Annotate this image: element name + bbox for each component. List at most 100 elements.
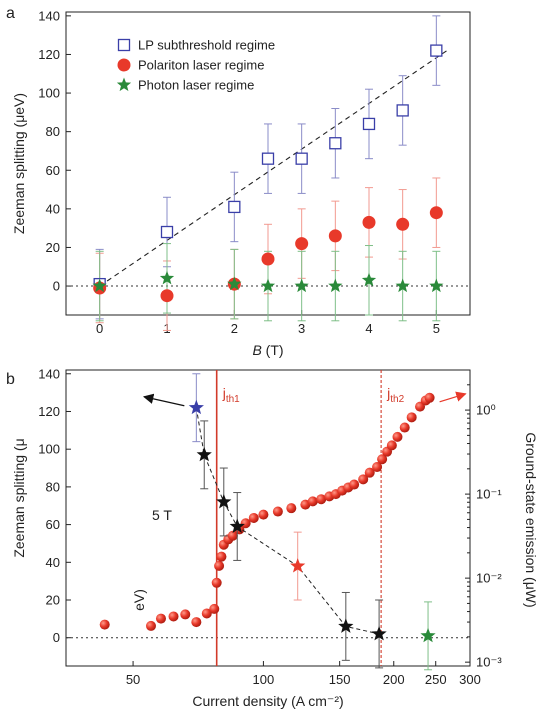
panel-a-ytick-label: 140 [38, 8, 60, 23]
panel-b-xlabel: Current density (A cm⁻²) [192, 693, 343, 709]
emission-point [424, 392, 435, 403]
emission-point [258, 509, 269, 520]
legend-marker [116, 77, 132, 92]
panel-a-ytick-label: 0 [53, 279, 60, 294]
panel-a-point-s0 [160, 225, 174, 239]
legend-marker [117, 58, 131, 72]
panel-a-fit-line [99, 48, 451, 287]
emission-point [248, 512, 259, 523]
zeeman-point [229, 518, 245, 533]
emission-point [316, 494, 327, 505]
jth1-label-sub: th1 [226, 394, 240, 405]
panel-a-ytick-label: 40 [46, 201, 60, 216]
panel-a-ytick-label: 80 [46, 124, 60, 139]
panel-b-xtick-label: 200 [383, 672, 405, 687]
panel-a-point-s0 [396, 104, 409, 117]
zeeman-point [371, 625, 387, 641]
panel-b-ytick-right-label: 10⁻² [476, 571, 502, 586]
panel-a-label: a [6, 5, 15, 22]
jth1-label: jth1 [222, 385, 240, 405]
emission-point [286, 503, 297, 514]
panel-b-xtick-label: 300 [459, 672, 481, 687]
panel-a-point-s1 [261, 252, 275, 266]
panel-b-ytick-left-label: 0 [53, 630, 60, 645]
panel-a-point-s0 [228, 200, 241, 214]
zeeman-point [338, 618, 354, 633]
emission-point [358, 474, 369, 485]
zeeman-point [420, 627, 436, 643]
panel-a-xlabel-unit: (T) [262, 342, 284, 358]
panel-a-point-s1 [396, 217, 410, 231]
jth2-label-main: j [386, 385, 390, 401]
panel-a-point-s0 [430, 44, 443, 57]
panel-b: b 50 100 150 200 250 300 0 20 40 60 80 100 120 140 10⁰… [6, 366, 539, 709]
arrow-left-axis [142, 393, 185, 407]
panel-b-field-annotation: 5 T [152, 507, 172, 523]
emission-point [399, 422, 410, 433]
panel-b-ytick-left-label: 60 [46, 517, 60, 532]
panel-a-ytick-label: 100 [38, 86, 60, 101]
emission-point [214, 560, 225, 571]
panel-b-axes: 50 100 150 200 250 300 0 20 40 60 80 100 120 140 10⁰ 10… [38, 366, 502, 687]
panel-a-marks [92, 15, 451, 331]
emission-point [216, 551, 227, 562]
emission-point [211, 577, 222, 588]
panel-a-point-s1 [295, 237, 309, 251]
emission-point [99, 619, 110, 630]
panel-a-point-s2 [294, 278, 309, 293]
panel-a-point-s2 [92, 278, 107, 293]
panel-a-point-s2 [227, 276, 242, 291]
panel-a-ytick-label: 120 [38, 47, 60, 62]
emission-point [272, 506, 283, 517]
emission-point [180, 609, 191, 620]
panel-b-frame [65, 369, 471, 667]
panel-a-ytick-label: 60 [46, 163, 60, 178]
arrow-right-axis [439, 391, 467, 403]
panel-b-ytick-right-label: 10⁻³ [476, 655, 502, 670]
panel-b-xtick-label: 100 [253, 672, 275, 687]
panel-b-xtick-label: 250 [425, 672, 447, 687]
panel-a-point-s0 [362, 117, 376, 131]
panel-a-point-s1 [328, 229, 342, 243]
panel-a-point-s0 [261, 152, 275, 165]
jth2-label: jth2 [386, 385, 404, 405]
panel-a-point-s2 [395, 278, 410, 293]
panel-a-point-s0 [329, 137, 342, 150]
zeeman-point [216, 493, 232, 509]
emission-point [191, 617, 202, 628]
panel-b-ytick-left-label: 80 [46, 479, 60, 494]
emission-point [209, 603, 220, 614]
panel-a-point-s2 [260, 278, 276, 293]
emission-point [168, 611, 179, 622]
panel-b-xtick-label: 150 [329, 672, 351, 687]
panel-a-xtick-label: 2 [231, 321, 238, 336]
jth2-label-sub: th2 [390, 394, 404, 405]
panel-a-xlabel-var: B [252, 342, 261, 358]
panel-a-point-s1 [429, 206, 443, 220]
panel-b-ytick-right-label: 10⁻¹ [476, 487, 502, 502]
emission-point [227, 530, 238, 541]
panel-a-xtick-label: 0 [96, 321, 103, 336]
legend-label: Polariton laser regime [138, 58, 264, 73]
panel-a-xtick-label: 5 [433, 321, 440, 336]
zeeman-point [188, 399, 204, 415]
emission-point [364, 467, 375, 478]
jth1-label-main: j [222, 385, 226, 401]
panel-b-ytick-left-label: 100 [38, 442, 60, 457]
panel-a-xlabel: B (T) [252, 342, 283, 358]
panel-a: a 012345020406080100120140 LP subthresho… [6, 5, 471, 358]
panel-b-ytick-left-label: 20 [46, 593, 60, 608]
panel-b-marks: jth1 jth2 [99, 370, 467, 671]
panel-b-unit-fragment: eV) [131, 589, 147, 611]
emission-point [349, 479, 360, 490]
emission-point [386, 440, 397, 451]
emission-point [406, 412, 417, 423]
panel-b-ytick-right-label: 10⁰ [476, 403, 496, 418]
panel-a-point-s2 [429, 278, 444, 293]
panel-a-xtick-label: 4 [365, 321, 372, 336]
panel-a-point-s2 [328, 278, 343, 293]
emission-point [201, 608, 212, 619]
legend-marker [117, 38, 131, 52]
zeeman-point [290, 558, 306, 573]
panel-b-ytick-left-label: 140 [38, 366, 60, 381]
